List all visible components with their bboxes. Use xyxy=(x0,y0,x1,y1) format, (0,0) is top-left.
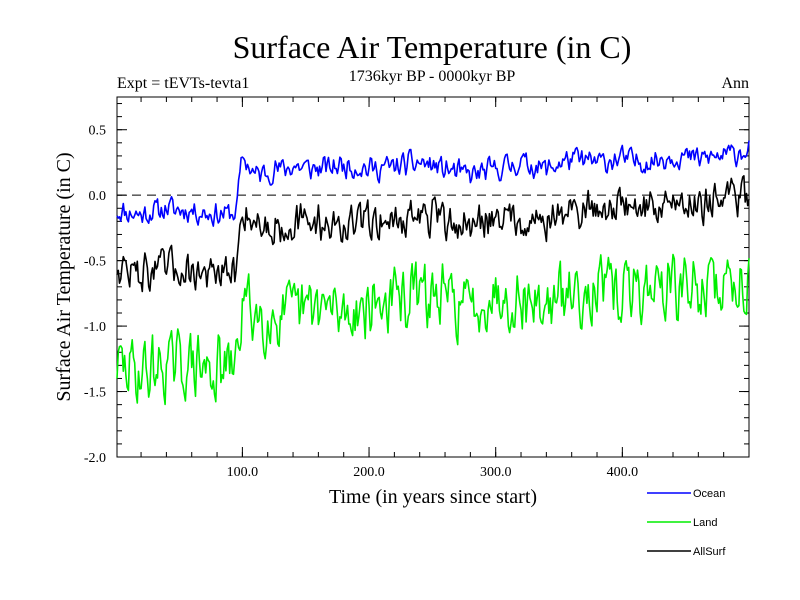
legend-label-land: Land xyxy=(693,517,717,529)
legend: Ocean Land AllSurf xyxy=(647,488,726,558)
y-tick-label: -1.5 xyxy=(84,386,106,401)
x-tick-label: 400.0 xyxy=(607,465,639,480)
y-tick-label: 0.0 xyxy=(89,189,107,204)
y-tick-label: -2.0 xyxy=(84,451,106,466)
time-range-label: 1736kyr BP - 0000kyr BP xyxy=(349,68,516,85)
x-axis-label: Time (in years since start) xyxy=(329,486,537,508)
x-tick-label: 300.0 xyxy=(480,465,512,480)
y-axis-label: Surface Air Temperature (in C) xyxy=(53,152,75,401)
x-tick-label: 200.0 xyxy=(353,465,385,480)
legend-label-ocean: Ocean xyxy=(693,488,725,500)
legend-label-allsurf: AllSurf xyxy=(693,546,726,558)
x-tick-label: 100.0 xyxy=(227,465,259,480)
y-tick-label: 0.5 xyxy=(89,124,107,139)
series-lines xyxy=(116,140,750,406)
chart-title: Surface Air Temperature (in C) xyxy=(233,29,632,65)
series-line-ocean xyxy=(116,140,750,227)
season-label: Ann xyxy=(721,75,749,92)
x-axis: 100.0 200.0 300.0 400.0 xyxy=(140,97,725,480)
series-line-allsurf xyxy=(116,175,750,293)
y-tick-label: -0.5 xyxy=(84,255,106,270)
y-axis: -2.0 -1.5 -1.0 -0.5 0.0 0.5 xyxy=(84,103,749,466)
y-tick-label: -1.0 xyxy=(84,320,106,335)
series-line-land xyxy=(116,253,750,406)
plot-frame xyxy=(116,96,750,458)
experiment-label: Expt = tEVTs-tevta1 xyxy=(117,75,249,92)
